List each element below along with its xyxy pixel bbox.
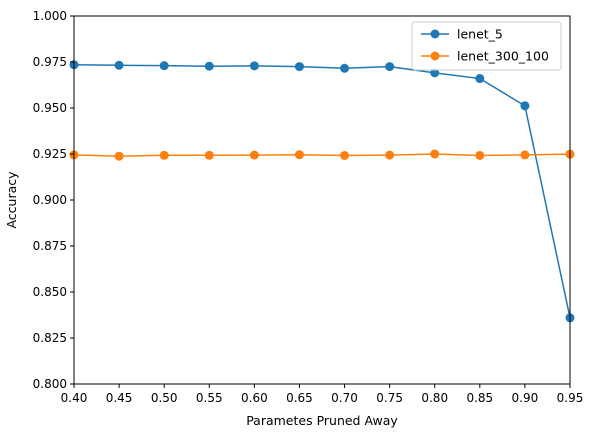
- data-point: [385, 62, 395, 72]
- data-point: [430, 149, 440, 159]
- y-tick-label: 0.850: [33, 285, 67, 299]
- legend-label: lenet_5: [457, 27, 503, 42]
- data-point: [430, 68, 440, 78]
- legend-marker: [430, 51, 440, 61]
- data-point: [340, 63, 350, 73]
- plot-series: [69, 60, 575, 323]
- data-point: [204, 61, 214, 71]
- x-tick-label: 0.75: [376, 391, 403, 405]
- x-tick-label: 0.50: [151, 391, 178, 405]
- data-point: [520, 150, 530, 160]
- series-line: [73, 64, 571, 318]
- data-point: [340, 150, 350, 160]
- y-axis: 0.800 0.825 0.850 0.875 0.900 0.925 0.950 0.975…: [33, 9, 74, 391]
- y-tick-label: 0.950: [33, 101, 67, 115]
- legend-item: lenet_5: [421, 27, 503, 42]
- legend-item: lenet_300_100: [421, 49, 549, 64]
- y-tick-label: 0.825: [33, 331, 67, 345]
- x-tick-label: 0.60: [241, 391, 268, 405]
- x-tick-label: 0.45: [106, 391, 133, 405]
- y-axis-label: Accuracy: [4, 171, 19, 229]
- x-tick-label: 0.85: [466, 391, 493, 405]
- data-point: [249, 61, 259, 71]
- x-tick-label: 0.95: [557, 391, 584, 405]
- x-tick-label: 0.40: [61, 391, 88, 405]
- y-tick-label: 0.900: [33, 193, 67, 207]
- legend-box: [411, 21, 562, 71]
- data-point: [385, 150, 395, 160]
- x-tick-label: 0.80: [421, 391, 448, 405]
- data-point: [249, 150, 259, 160]
- data-point: [114, 60, 124, 70]
- data-point: [114, 151, 124, 161]
- legend: lenet_5 lenet_300_100: [411, 21, 562, 71]
- x-tick-label: 0.70: [331, 391, 358, 405]
- series-lenet_300_100: [69, 149, 575, 161]
- data-point: [159, 61, 169, 71]
- x-tick-label: 0.65: [286, 391, 313, 405]
- y-tick-label: 0.875: [33, 239, 67, 253]
- series-line: [73, 153, 571, 157]
- data-point: [159, 150, 169, 160]
- data-point: [475, 150, 485, 160]
- x-axis-label: Parametes Pruned Away: [246, 413, 398, 428]
- x-tick-label: 0.90: [512, 391, 539, 405]
- y-tick-label: 0.800: [33, 377, 67, 391]
- data-point: [294, 62, 304, 72]
- data-point: [520, 101, 530, 111]
- x-axis: 0.40 0.45 0.50 0.55 0.60 0.65 0.70 0.75 0.80 0.85…: [61, 384, 584, 405]
- legend-label: lenet_300_100: [457, 49, 549, 64]
- legend-marker: [430, 29, 440, 39]
- data-point: [294, 150, 304, 160]
- y-tick-label: 1.000: [33, 9, 67, 23]
- y-tick-label: 0.975: [33, 55, 67, 69]
- x-tick-label: 0.55: [196, 391, 223, 405]
- data-point: [204, 150, 214, 160]
- series-lenet_5: [69, 60, 575, 323]
- data-point: [475, 74, 485, 84]
- y-tick-label: 0.925: [33, 147, 67, 161]
